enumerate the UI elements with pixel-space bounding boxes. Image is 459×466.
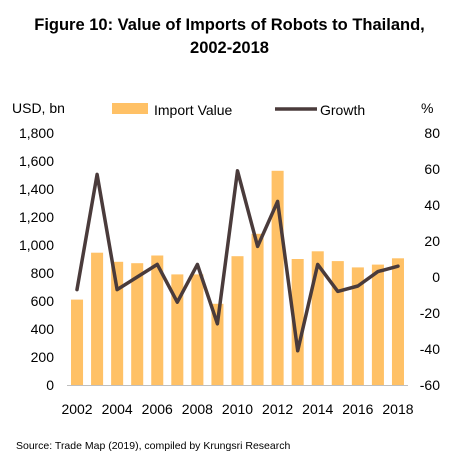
x-tick-label: 2012: [262, 401, 293, 417]
x-tick-label: 2016: [342, 401, 373, 417]
left-tick-label: 600: [31, 293, 55, 309]
chart-title: Figure 10: Value of Imports of Robots to…: [0, 14, 459, 60]
left-tick-label: 400: [31, 321, 55, 337]
chart-title-line-1: Figure 10: Value of Imports of Robots to…: [34, 16, 425, 34]
left-tick-label: 1,000: [19, 237, 54, 253]
bar-2009: [211, 303, 224, 385]
right-tick-label: -60: [420, 377, 440, 393]
x-tick-label: 2008: [182, 401, 213, 417]
left-tick-label: 1,800: [19, 125, 54, 141]
left-axis-unit: USD, bn: [12, 100, 65, 116]
bar-2015: [331, 261, 344, 385]
right-axis-unit: %: [421, 100, 434, 116]
right-tick-label: 80: [424, 125, 440, 141]
bar-2016: [351, 267, 364, 385]
bar-2013: [291, 259, 304, 385]
growth-line: [75, 169, 400, 353]
bar-2004: [111, 261, 124, 385]
x-tick-label: 2010: [222, 401, 253, 417]
left-tick-label: 1,400: [19, 181, 54, 197]
bar-2007: [171, 274, 184, 385]
right-tick-label: 40: [424, 197, 440, 213]
right-tick-label: -40: [420, 341, 440, 357]
left-tick-label: 0: [46, 377, 54, 393]
left-tick-label: 1,200: [19, 209, 54, 225]
bar-2005: [131, 263, 144, 385]
source-note: Source: Trade Map (2019), compiled by Kr…: [16, 440, 291, 452]
right-tick-label: 0: [432, 269, 440, 285]
right-tick-label: 60: [424, 161, 440, 177]
legend-swatch-import-value: [112, 103, 148, 114]
bar-2008: [191, 274, 204, 385]
bar-2006: [151, 255, 164, 385]
x-tick-label: 2018: [382, 401, 413, 417]
chart-title-line-2: 2002-2018: [190, 39, 269, 57]
left-tick-label: 800: [31, 265, 55, 281]
legend-label-growth: Growth: [320, 102, 365, 118]
x-tick-label: 2004: [102, 401, 133, 417]
bar-2002: [71, 299, 84, 385]
x-tick-label: 2014: [302, 401, 333, 417]
right-tick-label: 20: [424, 233, 440, 249]
bar-2017: [371, 264, 384, 385]
bar-2018: [391, 258, 404, 385]
bar-2011: [251, 233, 264, 385]
x-tick-label: 2006: [142, 401, 173, 417]
left-tick-label: 200: [31, 349, 55, 365]
bar-2010: [231, 256, 244, 385]
left-tick-label: 1,600: [19, 153, 54, 169]
legend-label-import-value: Import Value: [154, 102, 233, 118]
x-tick-label: 2002: [61, 401, 92, 417]
right-tick-label: -20: [420, 305, 440, 321]
bar-2003: [91, 252, 104, 385]
